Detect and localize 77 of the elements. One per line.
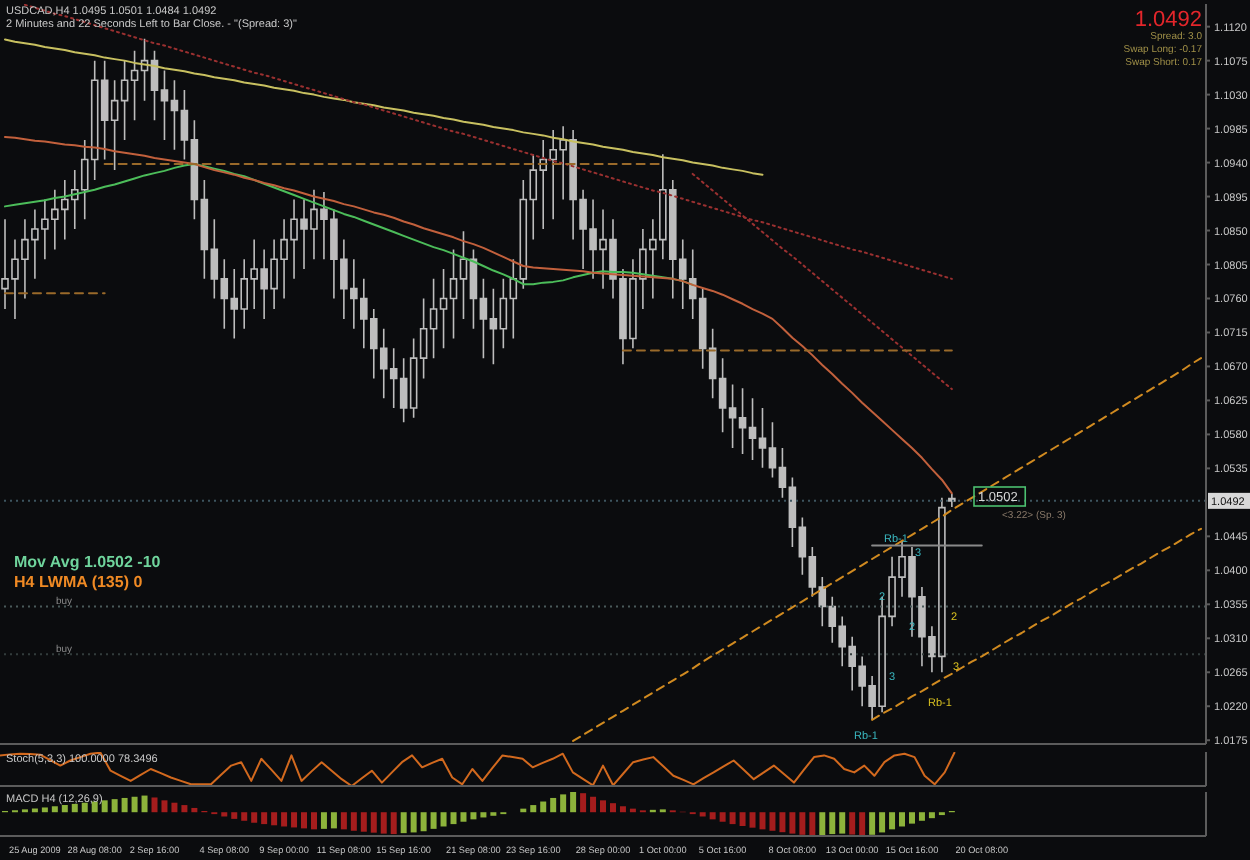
- bar: [809, 812, 816, 836]
- bar: [141, 795, 148, 813]
- bar: [420, 812, 427, 832]
- bar: [739, 812, 746, 827]
- bar: [440, 812, 447, 827]
- bar: [570, 792, 577, 813]
- bar: [181, 805, 188, 813]
- bar: [111, 799, 118, 813]
- bar: [560, 794, 567, 813]
- bar: [590, 796, 597, 813]
- annotation: 1.0492: [1134, 8, 1202, 32]
- bar: [609, 803, 616, 813]
- bar: [271, 812, 278, 826]
- bar: [709, 812, 716, 820]
- bar: [400, 812, 407, 834]
- bar: [769, 812, 776, 831]
- bar: [330, 812, 337, 829]
- bar: [281, 812, 288, 827]
- bar: [370, 812, 377, 833]
- bar: [241, 812, 248, 821]
- bar: [231, 812, 238, 819]
- bar: [251, 812, 258, 823]
- bar: [600, 800, 607, 813]
- bar: [380, 812, 387, 834]
- bar: [91, 801, 98, 813]
- bar: [799, 812, 806, 835]
- bar: [908, 812, 915, 824]
- bar: [729, 812, 736, 825]
- bar: [61, 805, 68, 813]
- bar: [789, 812, 796, 834]
- bar: [191, 807, 198, 813]
- bar: [131, 796, 138, 813]
- bar: [540, 801, 547, 813]
- bar: [301, 812, 308, 829]
- bar: [859, 812, 866, 836]
- bar: [719, 812, 726, 822]
- bar: [261, 812, 268, 825]
- bar: [41, 807, 48, 813]
- bar: [410, 812, 417, 833]
- bar: [530, 805, 537, 813]
- bar: [470, 812, 477, 820]
- bar: [550, 797, 557, 813]
- bar: [101, 800, 108, 813]
- bar: [350, 812, 357, 831]
- bar: [849, 812, 856, 835]
- bar: [918, 812, 925, 821]
- bar: [829, 812, 836, 835]
- bar: [879, 812, 886, 833]
- bar: [580, 793, 587, 813]
- bar: [819, 812, 826, 836]
- bar: [71, 803, 78, 813]
- bar: [51, 806, 58, 813]
- bar: [480, 812, 487, 818]
- bar: [360, 812, 367, 832]
- bar: [869, 812, 876, 835]
- candlestick: [948, 493, 956, 508]
- bar: [320, 812, 327, 829]
- bar: [171, 802, 178, 813]
- bar: [779, 812, 786, 833]
- bar: [889, 812, 896, 830]
- bar: [430, 812, 437, 829]
- line-series: [871, 527, 1203, 721]
- bar: [121, 797, 128, 813]
- annotation: Mov Avg 1.0502 -10: [14, 553, 162, 571]
- bar: [310, 812, 317, 830]
- bar: [899, 812, 906, 827]
- bar: [81, 802, 88, 813]
- bar: [839, 812, 846, 834]
- bar: [340, 812, 347, 830]
- line-series: [572, 357, 1203, 742]
- bar: [619, 806, 626, 813]
- bar: [928, 812, 935, 819]
- bar: [390, 812, 397, 835]
- bar: [291, 812, 298, 828]
- line-series: [3, 38, 764, 176]
- line-series: [3, 135, 953, 495]
- annotation: H4 LWMA (135) 0: [14, 573, 144, 591]
